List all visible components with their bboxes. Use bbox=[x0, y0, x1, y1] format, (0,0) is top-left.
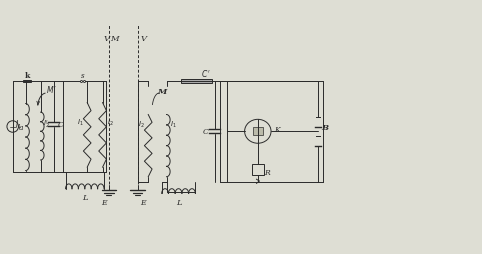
Text: $I_1$: $I_1$ bbox=[15, 118, 22, 131]
Text: $I_2'$: $I_2'$ bbox=[43, 119, 50, 131]
Text: $I_1$: $I_1$ bbox=[77, 117, 84, 127]
Text: L: L bbox=[82, 194, 88, 201]
Text: V: V bbox=[104, 35, 109, 43]
Text: M: M bbox=[157, 87, 166, 95]
Text: E: E bbox=[101, 198, 107, 206]
Bar bbox=[23, 80, 31, 83]
Bar bbox=[181, 79, 212, 84]
Text: a: a bbox=[19, 123, 24, 131]
Text: $I_2$: $I_2$ bbox=[107, 117, 114, 127]
Text: s: s bbox=[80, 72, 84, 80]
Text: K: K bbox=[274, 125, 280, 133]
Text: L: L bbox=[176, 198, 181, 206]
Bar bbox=[253, 128, 263, 136]
Bar bbox=[252, 164, 264, 176]
Text: $C'$: $C'$ bbox=[201, 68, 211, 79]
Text: C: C bbox=[58, 121, 64, 129]
Text: E: E bbox=[140, 198, 145, 206]
Text: $I_2$: $I_2$ bbox=[138, 120, 145, 130]
Text: R: R bbox=[265, 168, 270, 176]
Text: V: V bbox=[140, 35, 147, 43]
Text: $I_1$: $I_1$ bbox=[170, 120, 177, 130]
Text: M: M bbox=[110, 35, 119, 43]
Text: $M'$: $M'$ bbox=[46, 83, 56, 94]
Text: k: k bbox=[25, 72, 30, 80]
Text: B: B bbox=[321, 123, 329, 131]
Text: C: C bbox=[203, 128, 209, 136]
